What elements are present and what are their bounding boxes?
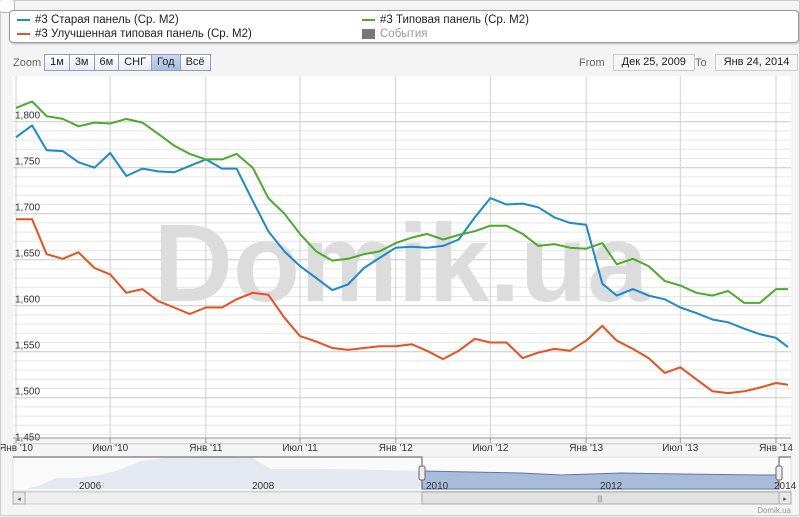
to-date-input[interactable]: Янв 24, 2014	[714, 54, 799, 71]
scrollbar[interactable]: ||| ◂ ▸	[12, 491, 792, 505]
x-tick-label: Июл '13	[662, 443, 699, 454]
x-tick-label: Янв '12	[379, 443, 413, 454]
y-tick-label: 1,650	[15, 249, 40, 260]
y-tick-label: 1,600	[15, 295, 40, 306]
y-tick-label: 1,800	[15, 111, 40, 122]
range-to: To Янв 24, 2014	[695, 54, 799, 71]
navigator-left-handle[interactable]	[418, 465, 426, 481]
x-tick-label: Янв '10	[1, 443, 33, 454]
navigator-label: 2006	[79, 481, 102, 492]
plot-area	[13, 76, 791, 438]
navigator-label: 2008	[252, 481, 275, 492]
navigator-area-out	[26, 456, 422, 489]
legend: #3 Старая панель (Ср. М2) #3 Улучшенная …	[9, 10, 799, 43]
series-swatch	[17, 19, 30, 21]
series-swatch	[17, 33, 30, 35]
credit-link[interactable]: Domik.ua	[757, 506, 791, 515]
to-label: To	[695, 56, 707, 69]
scroll-left-button[interactable]	[12, 491, 26, 505]
arrow-right-icon: ▸	[783, 496, 787, 503]
y-tick-label: 1,750	[15, 157, 40, 168]
navigator-label: 2012	[600, 481, 623, 492]
zoom-year-button[interactable]: Год	[151, 54, 181, 71]
from-date-input[interactable]: Дек 25, 2009	[612, 54, 695, 71]
series-line	[15, 100, 788, 304]
zoom-all-button[interactable]: Всё	[179, 54, 211, 71]
legend-label: #3 Старая панель (Ср. М2)	[35, 14, 179, 26]
navigator-area-selected	[421, 470, 780, 490]
zoom-selector: Zoom 1м 3м 6м СНГ Год Всё	[13, 54, 211, 71]
legend-item-old-panel[interactable]: #3 Старая панель (Ср. М2)	[17, 14, 179, 26]
navigator-right-handle[interactable]	[775, 465, 783, 481]
legend-label: #3 Типовая панель (Ср. М2)	[380, 14, 529, 26]
zoom-label: Zoom	[13, 56, 42, 69]
x-tick-label: Июл '11	[282, 443, 318, 454]
export-menu-button[interactable]	[0, 0, 15, 13]
x-tick-label: Янв '14	[759, 443, 793, 454]
legend-item-events[interactable]: События	[362, 28, 427, 40]
arrow-left-icon: ◂	[17, 496, 21, 503]
from-label: From	[579, 56, 605, 69]
legend-item-improved-panel[interactable]: #3 Улучшенная типовая панель (Ср. М2)	[17, 28, 252, 40]
range-from: From Дек 25, 2009	[579, 54, 695, 71]
navigator[interactable]: 2006 2008 2010 2012 2014	[12, 456, 797, 492]
x-tick-label: Янв '11	[189, 443, 223, 454]
events-swatch	[362, 29, 375, 39]
zoom-6m-button[interactable]: 6м	[93, 54, 120, 71]
legend-item-standard-panel[interactable]: #3 Типовая панель (Ср. М2)	[362, 14, 529, 26]
zoom-1m-button[interactable]: 1м	[44, 54, 70, 71]
y-tick-label: 1,700	[15, 203, 40, 214]
watermark: Domik.ua	[153, 202, 649, 325]
legend-label: #3 Улучшенная типовая панель (Ср. М2)	[35, 28, 252, 40]
series-swatch	[362, 19, 375, 21]
scrollbar-grip-icon: |||	[597, 496, 603, 503]
series-line	[16, 218, 789, 395]
legend-label: События	[380, 28, 428, 40]
navigator-label: 2014	[774, 481, 797, 492]
x-tick-label: Июл '12	[472, 443, 509, 454]
y-tick-label: 1,550	[15, 341, 40, 352]
series-line	[15, 124, 789, 348]
x-tick-label: Июл '10	[92, 443, 129, 454]
scroll-right-button[interactable]	[778, 491, 792, 505]
navigator-label: 2010	[426, 481, 449, 492]
y-tick-label: 1,500	[15, 387, 40, 398]
x-tick-label: Янв '13	[569, 443, 603, 454]
